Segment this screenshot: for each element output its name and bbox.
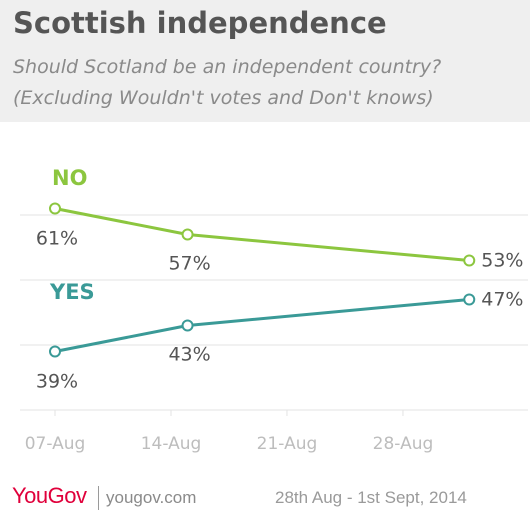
- data-point: [49, 202, 61, 215]
- data-point: [181, 228, 194, 241]
- series-label-no: NO: [52, 166, 87, 190]
- x-tick-label: 07-Aug: [25, 434, 86, 454]
- series-line-no: [54, 207, 470, 262]
- x-tick-label: 28-Aug: [373, 434, 434, 454]
- data-label: 57%: [168, 253, 210, 275]
- data-label: 47%: [481, 289, 523, 311]
- x-tick-label: 14-Aug: [141, 434, 202, 454]
- data-point: [181, 319, 194, 332]
- x-tick-label: 21-Aug: [257, 434, 318, 454]
- data-label: 43%: [168, 344, 210, 366]
- chart-header: Scottish independence Should Scotland be…: [0, 0, 530, 122]
- series-line-yes: [54, 298, 470, 353]
- data-label: 53%: [481, 250, 523, 272]
- subtitle-line-1: Should Scotland be an independent countr…: [13, 56, 442, 78]
- footer-url: yougov.com: [106, 488, 197, 507]
- footer-date-range: 28th Aug - 1st Sept, 2014: [275, 488, 467, 507]
- data-point: [49, 345, 61, 358]
- data-point: [463, 254, 476, 267]
- data-point: [463, 293, 476, 306]
- data-label: 61%: [36, 228, 78, 250]
- chart-title: Scottish independence: [13, 6, 387, 40]
- series-label-yes: YES: [49, 280, 95, 304]
- footer-divider: [98, 486, 99, 510]
- data-label: 39%: [36, 371, 78, 393]
- chart-subtitle: Should Scotland be an independent countr…: [13, 52, 441, 114]
- subtitle-line-2: (Excluding Wouldn't votes and Don't know…: [13, 87, 434, 109]
- line-chart: 07-Aug 14-Aug 21-Aug 28-Aug 61% 57% 53% NO 39% 43…: [20, 166, 528, 454]
- yougov-logo: YouGov: [12, 483, 87, 508]
